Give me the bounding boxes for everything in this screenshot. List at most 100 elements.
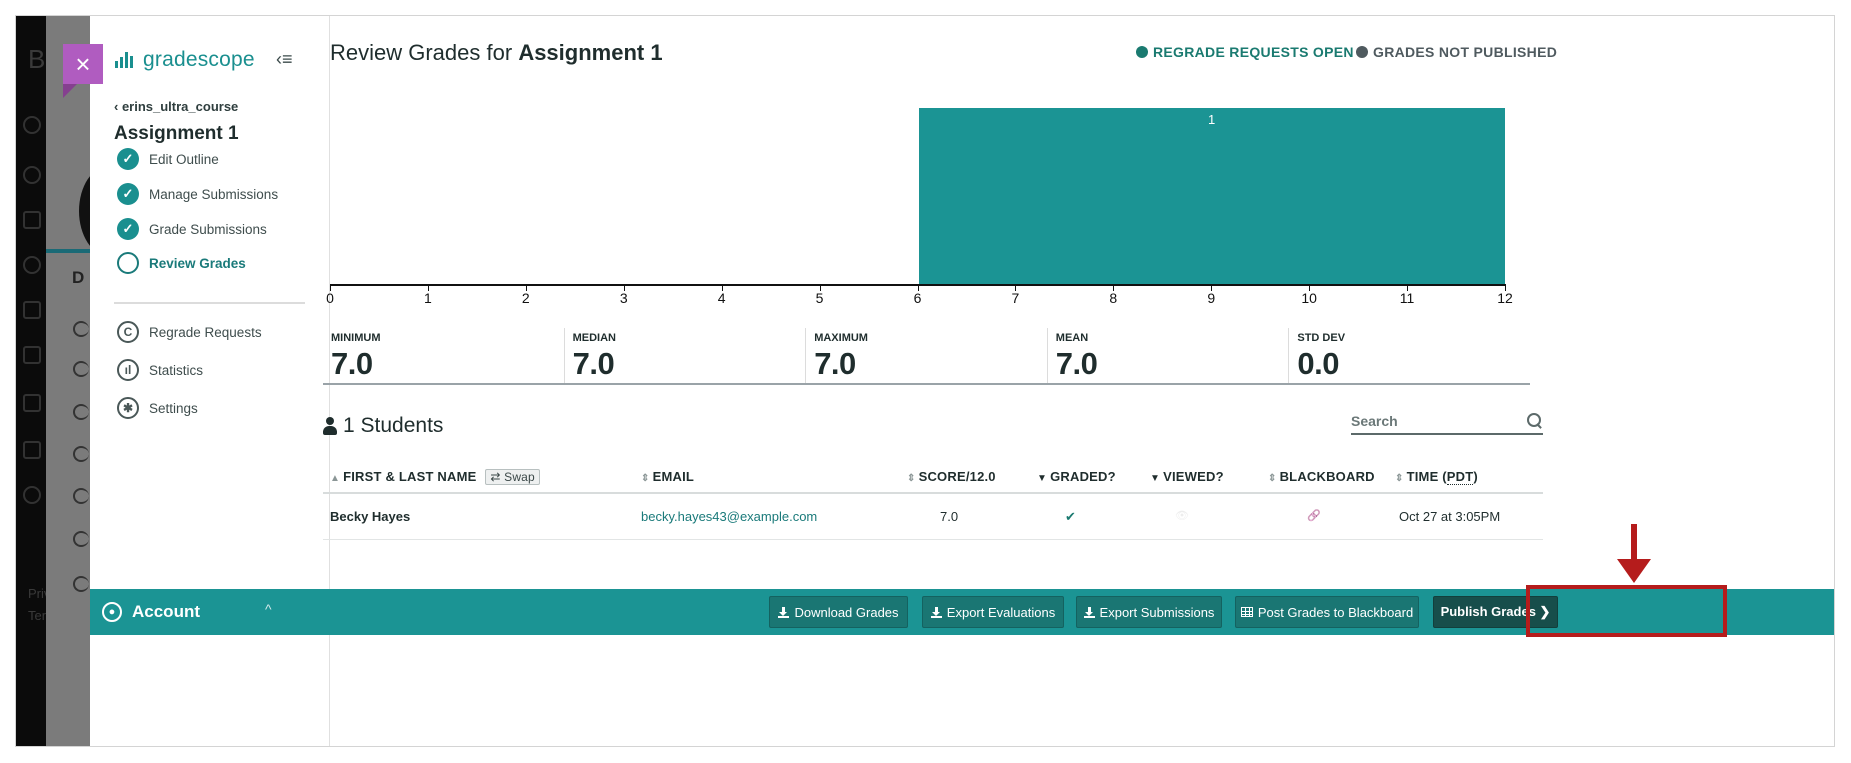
sidebar-divider bbox=[114, 302, 305, 304]
gradescope-bars-icon bbox=[115, 52, 133, 68]
step-label: Manage Submissions bbox=[149, 186, 279, 202]
lms-terms-text: Ter bbox=[28, 608, 47, 623]
export-evaluations-button[interactable]: Export Evaluations bbox=[922, 596, 1064, 628]
search-input[interactable] bbox=[1351, 413, 1511, 429]
gradescope-sidebar: gradescope ‹≡ ‹ erins_ultra_course Assig… bbox=[90, 16, 330, 746]
x-axis-tick bbox=[525, 285, 527, 291]
column-header-email[interactable]: ⇕ EMAIL bbox=[641, 469, 694, 484]
export-submissions-button[interactable]: Export Submissions bbox=[1076, 596, 1222, 628]
x-axis-tick-label: 8 bbox=[1109, 290, 1118, 306]
stat-std-dev: STD DEV 0.0 bbox=[1289, 328, 1530, 383]
sort-icon: ⇕ bbox=[1395, 473, 1404, 484]
x-axis-tick bbox=[819, 285, 821, 291]
lms-megaphone-icon bbox=[73, 446, 89, 462]
check-circle-icon: ✓ bbox=[117, 148, 139, 170]
x-axis-tick bbox=[1211, 285, 1213, 291]
stat-mean: MEAN 7.0 bbox=[1048, 328, 1290, 383]
step-label: Grade Submissions bbox=[149, 221, 267, 237]
chevron-up-icon: ^ bbox=[265, 601, 272, 617]
sidebar-step-review-grades[interactable]: Review Grades bbox=[117, 252, 246, 274]
x-axis-tick-label: 0 bbox=[326, 290, 334, 306]
stat-value: 7.0 bbox=[572, 346, 615, 381]
column-label: EMAIL bbox=[652, 469, 695, 484]
stat-label: MEAN bbox=[1055, 332, 1089, 344]
collapse-sidebar-button[interactable]: ‹≡ bbox=[276, 49, 293, 69]
student-email-link[interactable]: becky.hayes43@example.com bbox=[641, 509, 818, 524]
x-axis-tick bbox=[427, 285, 429, 291]
status-dot-icon bbox=[1356, 46, 1368, 58]
screenshot-frame: B Priv Ter D × gradescope ‹≡ bbox=[15, 15, 1835, 747]
stat-median: MEDIAN 7.0 bbox=[565, 328, 807, 383]
course-breadcrumb-link[interactable]: ‹ erins_ultra_course bbox=[114, 99, 239, 114]
x-axis-tick-label: 1 bbox=[424, 290, 432, 306]
publish-grades-button[interactable]: Publish Grades ❯ bbox=[1433, 596, 1558, 628]
sidebar-step-edit-outline[interactable]: ✓ Edit Outline bbox=[117, 148, 219, 170]
account-label: Account bbox=[132, 602, 200, 621]
student-score: 7.0 bbox=[940, 509, 959, 524]
status-label: REGRADE REQUESTS OPEN bbox=[1153, 44, 1354, 60]
x-axis-tick bbox=[1407, 285, 1409, 291]
column-header-blackboard[interactable]: ⇕ BLACKBOARD bbox=[1268, 469, 1375, 484]
sidebar-item-settings[interactable]: ✱ Settings bbox=[117, 397, 198, 419]
lms-signout-icon bbox=[23, 486, 41, 504]
button-label: Download Grades bbox=[794, 604, 899, 620]
student-search[interactable] bbox=[1351, 409, 1543, 435]
column-label-suffix: ) bbox=[1473, 469, 1478, 484]
lms-doc-icon bbox=[73, 531, 89, 547]
sidebar-step-grade-submissions[interactable]: ✓ Grade Submissions bbox=[117, 218, 267, 240]
regrade-icon: C bbox=[117, 321, 139, 343]
sort-ascending-icon: ▲ bbox=[330, 473, 341, 484]
column-header-score[interactable]: ⇕ SCORE/12.0 bbox=[907, 469, 996, 484]
download-icon bbox=[930, 606, 942, 618]
x-axis-tick bbox=[330, 285, 331, 291]
status-label: GRADES NOT PUBLISHED bbox=[1373, 44, 1558, 60]
x-axis-tick bbox=[623, 285, 625, 291]
x-axis-tick bbox=[1505, 285, 1506, 291]
lms-mail-icon bbox=[23, 346, 41, 364]
stat-value: 7.0 bbox=[331, 346, 373, 381]
column-header-name[interactable]: ▲ FIRST & LAST NAME ⇄ Swap bbox=[330, 469, 540, 485]
table-row: Becky Hayes becky.hayes43@example.com 7.… bbox=[323, 494, 1543, 540]
students-table: ▲ FIRST & LAST NAME ⇄ Swap ⇕ EMAIL ⇕ SCORE/… bbox=[323, 461, 1543, 540]
column-label: VIEWED? bbox=[1163, 469, 1224, 484]
search-icon[interactable] bbox=[1527, 413, 1543, 429]
histogram-bar[interactable]: 1 bbox=[919, 108, 1505, 285]
x-axis-tick-label: 7 bbox=[1011, 290, 1020, 306]
account-menu-toggle[interactable]: ● Account ^ bbox=[90, 589, 330, 635]
lms-heading-letter: D bbox=[72, 268, 85, 287]
statistics-icon: ıl bbox=[117, 359, 139, 381]
lms-grades-icon bbox=[23, 394, 41, 412]
column-header-time[interactable]: ⇕ TIME (PDT) bbox=[1395, 469, 1478, 485]
brand-name: gradescope bbox=[143, 48, 255, 71]
x-axis-tick bbox=[917, 285, 919, 291]
x-axis-tick bbox=[1015, 285, 1017, 291]
download-grades-button[interactable]: Download Grades bbox=[769, 596, 908, 628]
timezone-abbr[interactable]: PDT bbox=[1446, 469, 1474, 485]
blackboard-link-icon[interactable]: 🔗 bbox=[1307, 510, 1321, 522]
page-title-assignment: Assignment 1 bbox=[518, 40, 663, 65]
lms-courses-icon bbox=[23, 211, 41, 229]
lms-calendar-icon bbox=[23, 301, 41, 319]
sidebar-item-statistics[interactable]: ıl Statistics bbox=[117, 359, 203, 381]
status-regrade-requests-open: REGRADE REQUESTS OPEN bbox=[1136, 44, 1354, 60]
column-label: FIRST & LAST NAME bbox=[343, 469, 477, 484]
lms-background-nav: B Priv Ter bbox=[16, 16, 50, 746]
button-label: Export Submissions bbox=[1099, 604, 1215, 620]
sidebar-item-regrade-requests[interactable]: C Regrade Requests bbox=[117, 321, 262, 343]
post-grades-to-blackboard-button[interactable]: Post Grades to Blackboard bbox=[1235, 596, 1419, 628]
student-name: Becky Hayes bbox=[330, 509, 411, 524]
tool-label: Settings bbox=[149, 400, 198, 416]
close-panel-button[interactable]: × bbox=[63, 44, 103, 84]
tool-label: Regrade Requests bbox=[149, 324, 262, 340]
x-axis-tick-label: 5 bbox=[815, 290, 824, 306]
main-content: Review Grades for Assignment 1 REGRADE R… bbox=[323, 16, 1834, 746]
swap-name-order-button[interactable]: ⇄ Swap bbox=[485, 469, 540, 485]
gradescope-logo[interactable]: gradescope bbox=[115, 48, 255, 72]
sidebar-step-manage-submissions[interactable]: ✓ Manage Submissions bbox=[117, 183, 278, 205]
tool-label: Statistics bbox=[149, 362, 204, 378]
column-header-viewed[interactable]: ▼ VIEWED? bbox=[1150, 469, 1224, 484]
open-circle-icon bbox=[117, 252, 139, 274]
x-axis-tick-label: 4 bbox=[717, 290, 726, 306]
check-circle-icon: ✓ bbox=[117, 218, 139, 240]
column-header-graded[interactable]: ▼ GRADED? bbox=[1037, 469, 1116, 484]
